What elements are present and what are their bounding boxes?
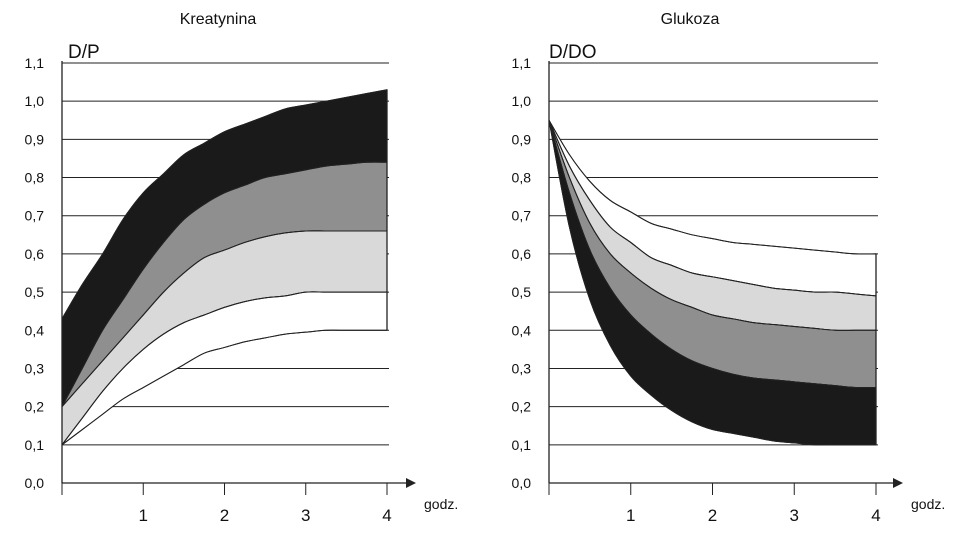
boundary-curve-2: [61, 161, 388, 407]
y-tick-label: 0,9: [25, 131, 45, 147]
x-axis-arrow: [893, 478, 903, 488]
x-axis-title: godz.: [911, 496, 945, 512]
x-tick-label: 1: [626, 506, 635, 525]
y-tick-label: 0,3: [25, 360, 45, 376]
boundary-curve-3: [61, 230, 387, 407]
x-axis-arrow: [406, 478, 416, 488]
y-tick-label: 1,0: [512, 93, 532, 109]
chart-title: Glukoza: [661, 11, 720, 28]
boundary-curve-5: [61, 329, 387, 446]
boundary-curve-4: [548, 120, 877, 389]
boundary-curve-5: [548, 120, 876, 446]
y-tick-label: 0,8: [512, 170, 532, 186]
y-tick-label: 0,5: [512, 284, 532, 300]
boundary-curve-4: [61, 291, 387, 446]
y-tick-label: 0,2: [25, 399, 45, 415]
y-tick-label: 0,6: [25, 246, 45, 262]
chart-panel-1: Kreatynina 0,0 0,1 0,2 0,3 0,4 0,5 0,6 0,7 0,8 0,9…: [25, 11, 459, 525]
x-tick-label: 4: [382, 506, 391, 525]
boundary-curve-1: [548, 120, 877, 255]
x-tick-label: 3: [301, 506, 310, 525]
y-tick-label: 0,4: [512, 322, 532, 338]
chart-panel-2: Glukoza 0,0 0,1 0,2 0,3 0,4 0,5 0,6 0,7 0,8 0,9 1,0…: [512, 11, 946, 525]
y-tick-label: 0,0: [25, 475, 45, 491]
y-tick-label: 0,4: [25, 322, 45, 338]
y-tick-label: 0,7: [25, 208, 45, 224]
x-tick-label: 2: [708, 506, 717, 525]
chart-title: Kreatynina: [180, 11, 257, 28]
y-axis-title: D/P: [68, 42, 100, 63]
x-tick-label: 2: [220, 506, 229, 525]
y-tick-label: 0,5: [25, 284, 45, 300]
y-tick-label: 0,0: [512, 475, 532, 491]
y-tick-label: 1,1: [25, 55, 45, 71]
y-tick-label: 1,0: [25, 93, 45, 109]
y-tick-label: 0,1: [25, 437, 45, 453]
y-tick-label: 0,6: [512, 246, 532, 262]
boundary-curve-1: [61, 89, 388, 320]
y-tick-label: 0,3: [512, 360, 532, 376]
boundary-curve-2: [548, 120, 877, 297]
y-axis-title: D/DO: [549, 42, 597, 63]
y-tick-label: 1,1: [512, 55, 532, 71]
boundary-curve-3: [548, 120, 876, 331]
y-tick-label: 0,2: [512, 399, 532, 415]
y-tick-label: 0,9: [512, 131, 532, 147]
x-tick-label: 3: [790, 506, 799, 525]
x-tick-label: 1: [139, 506, 148, 525]
y-tick-label: 0,8: [25, 170, 45, 186]
y-tick-label: 0,7: [512, 208, 532, 224]
x-tick-label: 4: [871, 506, 880, 525]
x-axis-title: godz.: [424, 496, 458, 512]
y-tick-label: 0,1: [512, 437, 532, 453]
